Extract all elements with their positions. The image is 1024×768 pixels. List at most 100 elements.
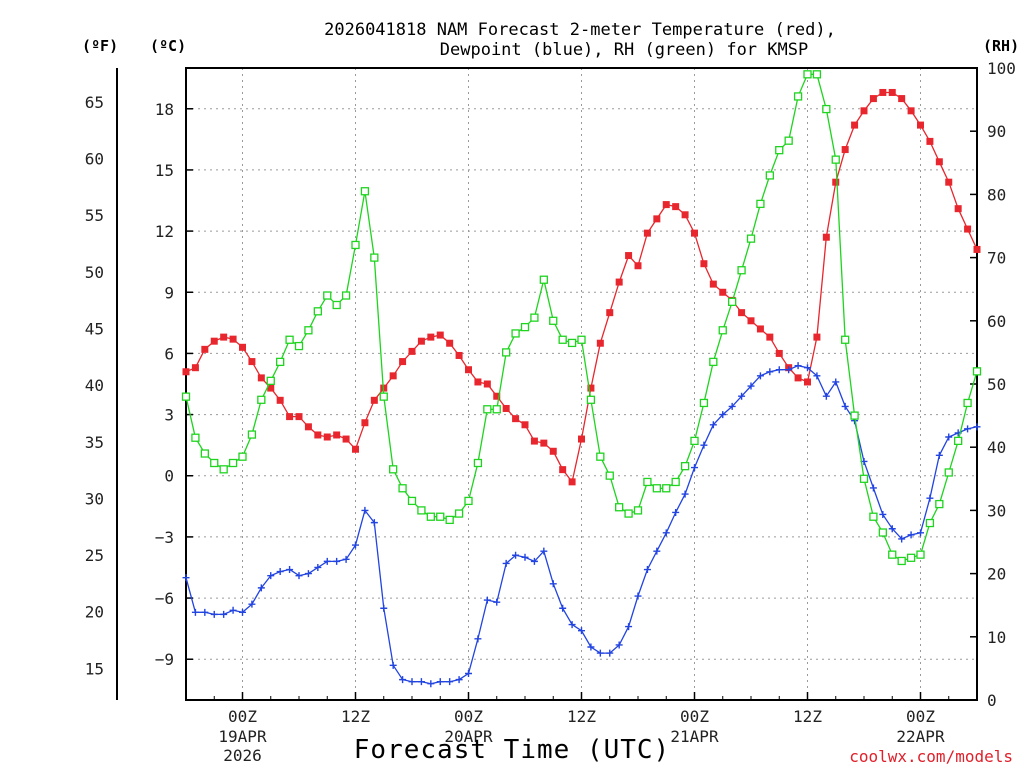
x-tick-label: 12Z (341, 707, 370, 726)
temperature-point (869, 95, 877, 103)
dewpoint-point (239, 608, 246, 616)
dewpoint-point (596, 649, 604, 657)
temperature-point (813, 333, 821, 341)
rh-point (417, 506, 426, 515)
temperature-point (389, 372, 397, 380)
dewpoint-point (380, 604, 388, 612)
dewpoint-point (549, 580, 557, 588)
temperature-point (766, 333, 774, 341)
rh-tick-label: 0 (987, 691, 997, 710)
rh-point (520, 322, 530, 332)
temperature-point (596, 339, 604, 347)
dewpoint-point (201, 608, 209, 616)
temperature-point (964, 225, 972, 233)
temperature-point (606, 309, 614, 317)
data-series (181, 70, 982, 688)
temperature-point (945, 178, 953, 186)
dewpoint-point (681, 490, 689, 498)
rh-tick-label: 50 (987, 375, 1006, 394)
dewpoint-point (964, 425, 972, 433)
rh-point (793, 92, 803, 101)
dewpoint-point (210, 610, 218, 618)
series-temperature (182, 88, 981, 486)
temperature-point (465, 366, 472, 374)
dewpoint-point (257, 584, 265, 592)
dewpoint-point (182, 574, 190, 582)
celsius-tick-label: 3 (164, 406, 174, 425)
dewpoint-point (465, 669, 472, 677)
fahrenheit-tick-label: 35 (85, 433, 104, 452)
dewpoint-point (436, 678, 444, 686)
dewpoint-point (295, 572, 303, 580)
dewpoint-point (267, 572, 275, 580)
temperature-point (709, 280, 717, 288)
dewpoint-point (446, 678, 454, 686)
rh-point (906, 553, 916, 562)
fahrenheit-tick-label: 65 (85, 93, 104, 112)
temperature-point (220, 333, 228, 341)
x-tick-label: 12Z (793, 707, 822, 726)
fahrenheit-tick-label: 50 (85, 263, 104, 282)
x-tick-label: 00Z (454, 707, 483, 726)
plot-frame (185, 67, 978, 701)
axis-ticks: 1815129630−3−6−9656055504540353025201510… (85, 59, 1016, 765)
rh-point (831, 155, 840, 164)
rh-point (285, 335, 294, 344)
fahrenheit-tick-label: 20 (85, 603, 104, 622)
temperature-point (408, 347, 416, 355)
dewpoint-point (813, 372, 821, 380)
rh-point (841, 335, 850, 344)
rh-point (426, 512, 435, 521)
temperature-point (578, 435, 585, 443)
temperature-point (483, 380, 491, 388)
dewpoint-point (502, 559, 510, 567)
fahrenheit-tick-label: 40 (85, 376, 104, 395)
rh-point (925, 518, 935, 528)
temperature-point (512, 415, 520, 423)
rh-point (341, 291, 351, 300)
series-rh (181, 70, 982, 566)
rh-point (407, 496, 417, 506)
temperature-point (747, 317, 755, 325)
temperature-point (841, 146, 849, 154)
axes (116, 67, 978, 701)
rh-point (530, 313, 539, 322)
dewpoint-point (455, 676, 463, 684)
rh-tick-label: 60 (987, 312, 1006, 331)
dewpoint-point (314, 563, 322, 571)
x-tick-label: 00Z (906, 707, 935, 726)
rh-point (596, 452, 605, 461)
rh-point (304, 326, 313, 335)
credit-link[interactable]: coolwx.com/models (849, 747, 1013, 766)
temperature-point (691, 229, 698, 237)
temperature-point (182, 368, 190, 376)
temperature-point (851, 121, 859, 129)
dewpoint-point (323, 557, 331, 565)
rh-tick-label: 100 (987, 59, 1016, 78)
rh-point (191, 433, 200, 442)
rh-point (944, 468, 953, 477)
rh-point (436, 512, 445, 521)
dewpoint-point (907, 531, 915, 539)
temperature-point (549, 447, 557, 455)
dewpoint-point (672, 508, 680, 516)
rh-point (916, 550, 925, 559)
dewpoint-point (888, 525, 896, 533)
dewpoint-point (521, 553, 529, 561)
dewpoint-point (352, 541, 359, 549)
dewpoint-point (775, 366, 783, 374)
temperature-point (625, 252, 633, 260)
temperature-point (352, 445, 359, 453)
rh-point (454, 509, 464, 518)
celsius-tick-label: 15 (155, 161, 174, 180)
rh-point (633, 506, 643, 515)
temperature-point (191, 364, 199, 372)
temperature-point (907, 107, 915, 115)
temperature-point (775, 349, 783, 357)
dewpoint-point (191, 608, 199, 616)
dewpoint-point (973, 423, 981, 431)
fahrenheit-tick-label: 55 (85, 206, 104, 225)
dewpoint-point (427, 680, 435, 688)
dewpoint-point (869, 484, 877, 492)
rh-point (728, 297, 737, 306)
